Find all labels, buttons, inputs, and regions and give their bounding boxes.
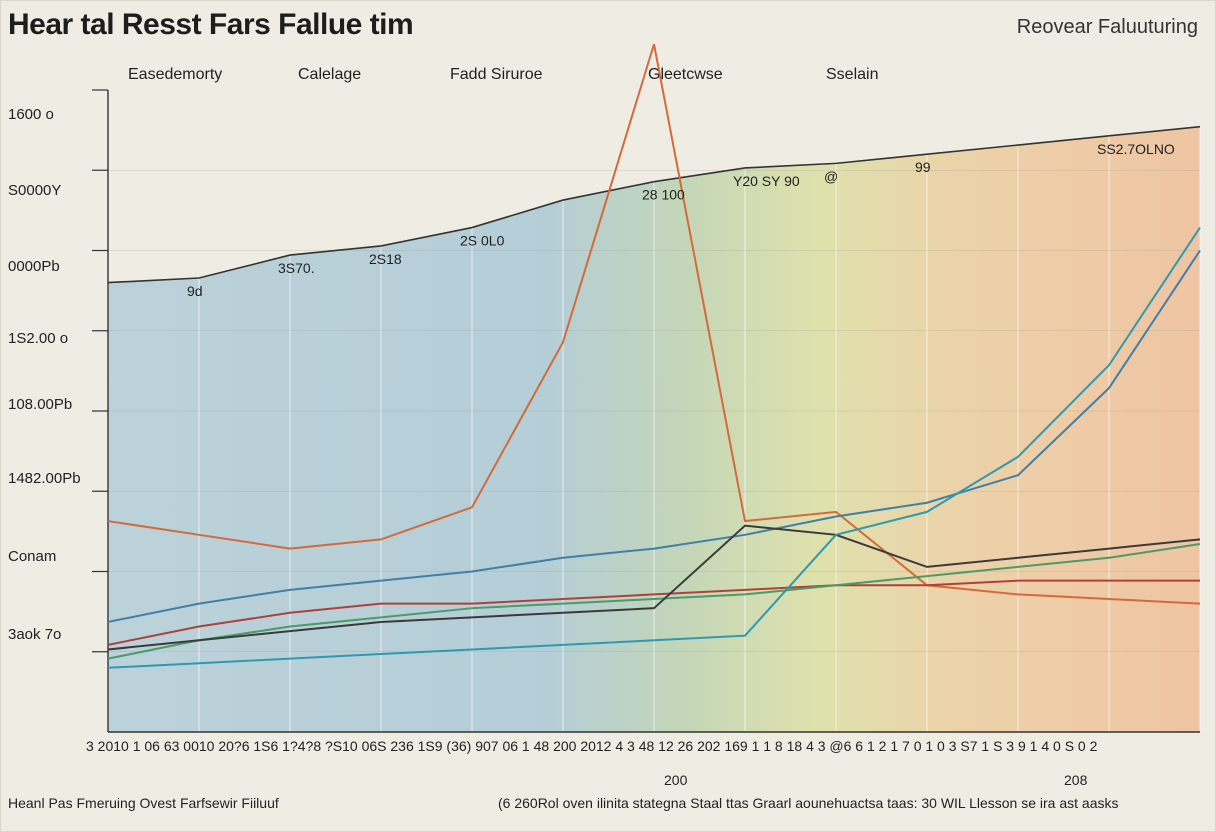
top-tag-label: 28 100: [642, 187, 685, 203]
top-tag-label: @: [824, 168, 838, 184]
band-label: Gleetcwse: [648, 66, 723, 83]
footer-left-caption: Heanl Pas Fmeruing Ovest Farfsewir Fiilu…: [8, 795, 279, 811]
y-tick-label: 108.00Pb: [8, 396, 73, 413]
series-line: [107, 524, 1201, 651]
top-tag-label: 3S70.: [278, 260, 315, 276]
top-tag-label: 2S 0L0: [460, 233, 505, 249]
top-line: [107, 125, 1201, 284]
series-line: [107, 227, 1201, 669]
y-tick-label: Conam: [8, 548, 57, 565]
header-right-label: Reovear Faluuturing: [1016, 16, 1198, 38]
top-tag-label: 9d: [187, 283, 203, 299]
x-mid-label: 208: [1064, 772, 1088, 788]
y-tick-label: S0000Y: [8, 182, 62, 199]
band-label: Easedemorty: [128, 66, 223, 83]
footer-right-caption: (6 260Rol oven ilinita stategna Staal tt…: [498, 795, 1119, 811]
top-tag-label: 2S18: [369, 251, 402, 267]
chart-title: Hear tal Resst Fars Fallue tim: [8, 8, 414, 41]
x-mid-label: 200: [664, 772, 688, 788]
x-tick-labels: 3 2010 1 06 63 0010 20?6 1S6 1?4?8 ?S10 …: [86, 738, 1098, 754]
y-tick-label: 3aok 7o: [8, 626, 62, 643]
y-tick-label: 1600 o: [8, 106, 54, 123]
series-line: [107, 542, 1201, 660]
y-tick-label: 0000Pb: [8, 258, 60, 275]
top-tag-label: 99: [915, 159, 931, 175]
axes: [92, 89, 1200, 733]
y-tick-label: 1S2.00 o: [8, 330, 69, 347]
y-tick-label: 1482.00Pb: [8, 470, 81, 487]
top-tag-label: Y20 SY 90: [733, 173, 800, 189]
series-line: [107, 579, 1200, 646]
band-label: Sselain: [826, 66, 879, 83]
series-line: [107, 43, 1201, 605]
band-label: Fadd Siruroe: [450, 66, 543, 83]
top-tags: 9d 3S70. 2S18 2S 0L0 28 100 Y20 SY 90 @99 SS2.7…: [187, 141, 1175, 299]
series-group: [107, 43, 1201, 669]
top-tag-label: SS2.7OLNO: [1097, 141, 1175, 157]
series-line: [107, 249, 1201, 623]
band-label: Calelage: [298, 66, 362, 83]
